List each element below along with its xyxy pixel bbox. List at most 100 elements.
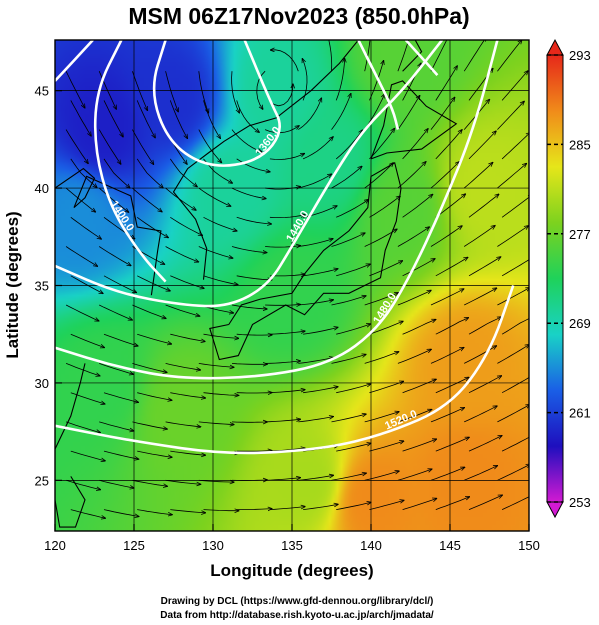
streamline [70, 333, 105, 347]
colorbar-top-arrow [546, 38, 564, 56]
streamline [165, 246, 199, 263]
streamline [298, 239, 333, 247]
streamline [99, 479, 134, 488]
streamline [397, 95, 420, 130]
colorbar-tick-label: 277 [569, 227, 591, 242]
streamline [236, 216, 272, 224]
coastline-segment [370, 80, 458, 160]
streamline [203, 510, 239, 511]
colorbar-gradient [546, 54, 564, 503]
streamline [70, 216, 102, 239]
streamline [132, 421, 167, 429]
contour-line [93, 40, 167, 283]
streamline [435, 130, 462, 160]
streamline [170, 392, 205, 398]
streamline [369, 441, 403, 452]
streamline [198, 71, 209, 113]
streamline [165, 363, 201, 370]
streamline [137, 333, 171, 344]
streamline [169, 158, 197, 187]
streamline [364, 471, 400, 481]
coastline-segment [55, 167, 162, 296]
streamline [397, 349, 431, 364]
streamline [402, 439, 437, 452]
streamline [468, 436, 502, 452]
streamline [501, 195, 529, 218]
streamline [265, 246, 300, 248]
coastlines [55, 40, 458, 528]
streamline [468, 194, 499, 218]
streamline [402, 498, 437, 510]
streamline [231, 187, 266, 199]
streamline [402, 319, 436, 335]
streamline [430, 162, 459, 189]
streamline [336, 502, 371, 510]
streamline [103, 509, 139, 517]
streamline [464, 288, 497, 306]
streamline [298, 417, 333, 423]
streamline [99, 421, 134, 431]
streamline [170, 216, 202, 235]
streamline [464, 406, 497, 423]
streamline [302, 59, 308, 101]
streamline [430, 408, 465, 423]
streamline [298, 475, 333, 481]
streamline [335, 130, 362, 160]
streamline [497, 226, 528, 247]
streamline [236, 451, 272, 452]
streamline [430, 289, 464, 306]
x-tick-label: 135 [281, 538, 303, 553]
streamline [497, 101, 524, 130]
streamline [103, 275, 137, 293]
streamline [269, 274, 305, 276]
streamline [303, 269, 338, 277]
streamline [265, 419, 300, 423]
streamline [435, 194, 466, 218]
streamline [269, 331, 305, 335]
streamline [203, 392, 239, 396]
streamline [335, 58, 344, 101]
streamline [402, 129, 429, 160]
streamline [65, 246, 98, 267]
streamline [331, 166, 363, 189]
streamline [270, 50, 299, 72]
streamline [236, 275, 272, 280]
streamline [203, 100, 221, 138]
x-tick-label: 130 [202, 538, 224, 553]
streamline [303, 387, 338, 394]
streamline [369, 128, 394, 160]
streamline [336, 200, 368, 218]
streamline [231, 363, 267, 364]
streamline [264, 126, 299, 134]
streamline [98, 129, 121, 165]
x-axis-label: Longitude (degrees) [210, 561, 373, 580]
coastline-segment [172, 40, 359, 280]
colorbar-tick-label: 269 [569, 316, 591, 331]
streamline [98, 246, 131, 266]
streamline [170, 509, 205, 513]
streamline [198, 246, 233, 259]
streamline [137, 450, 172, 457]
streamline [435, 497, 470, 510]
streamline [65, 304, 99, 321]
streamline [269, 154, 305, 160]
streamline [132, 71, 147, 110]
streamline [132, 363, 167, 372]
streamline [236, 100, 260, 132]
contour-line [55, 285, 515, 455]
streamline [236, 509, 272, 510]
streamline [165, 304, 200, 316]
y-tick-label: 40 [35, 181, 49, 196]
streamline [198, 363, 234, 367]
streamline [303, 504, 338, 510]
streamline [501, 496, 529, 510]
streamline [170, 450, 205, 455]
streamline [402, 259, 436, 277]
streamline [269, 448, 305, 452]
streamline [402, 379, 437, 394]
streamline [203, 333, 239, 338]
streamline [430, 347, 464, 364]
streamline [269, 215, 305, 218]
streamline [464, 466, 497, 481]
streamline [203, 275, 239, 285]
